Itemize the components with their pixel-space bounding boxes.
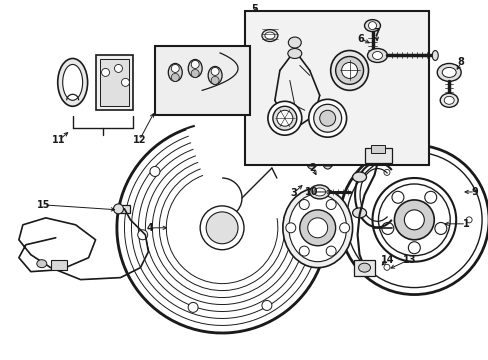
Text: 5: 5: [251, 4, 258, 14]
Bar: [51, 260, 66, 270]
Circle shape: [191, 69, 199, 77]
Bar: [353, 260, 375, 276]
Ellipse shape: [352, 208, 366, 218]
Circle shape: [465, 217, 471, 223]
Circle shape: [171, 73, 179, 81]
Ellipse shape: [443, 96, 453, 104]
Text: 14: 14: [380, 255, 393, 265]
Circle shape: [407, 242, 420, 254]
Ellipse shape: [364, 20, 380, 32]
Text: 7: 7: [372, 28, 379, 37]
Text: 10: 10: [305, 187, 318, 197]
Circle shape: [394, 200, 433, 240]
Bar: [95, 55, 133, 110]
Circle shape: [299, 199, 308, 210]
Circle shape: [276, 110, 292, 126]
Ellipse shape: [168, 63, 182, 81]
Text: 2: 2: [309, 163, 315, 173]
Text: 6: 6: [356, 33, 363, 44]
Text: 1: 1: [462, 219, 468, 229]
Ellipse shape: [306, 155, 316, 169]
Circle shape: [285, 223, 295, 233]
Text: 3: 3: [290, 188, 297, 198]
Circle shape: [102, 68, 109, 76]
Circle shape: [325, 246, 335, 256]
Text: 8: 8: [457, 58, 464, 67]
Ellipse shape: [368, 22, 376, 30]
Circle shape: [341, 62, 357, 78]
Ellipse shape: [282, 188, 352, 268]
Ellipse shape: [358, 263, 370, 272]
Circle shape: [381, 222, 393, 234]
Ellipse shape: [58, 58, 87, 106]
Ellipse shape: [211, 67, 219, 75]
Bar: [244, 11, 428, 165]
Bar: [100, 59, 129, 106]
Ellipse shape: [62, 64, 82, 100]
Circle shape: [138, 230, 147, 240]
Ellipse shape: [431, 50, 437, 60]
Text: 11: 11: [52, 135, 65, 145]
Circle shape: [299, 210, 335, 246]
Circle shape: [211, 76, 219, 84]
Ellipse shape: [288, 37, 301, 48]
Circle shape: [383, 264, 389, 270]
Ellipse shape: [439, 93, 457, 107]
Ellipse shape: [367, 49, 386, 62]
Ellipse shape: [309, 185, 329, 199]
Circle shape: [335, 57, 363, 84]
Ellipse shape: [441, 67, 455, 77]
Text: 12: 12: [132, 135, 146, 145]
Circle shape: [307, 218, 327, 238]
Ellipse shape: [436, 63, 460, 81]
Circle shape: [404, 210, 424, 230]
Circle shape: [150, 166, 160, 176]
Ellipse shape: [372, 51, 382, 59]
Bar: [155, 45, 249, 115]
Circle shape: [262, 301, 271, 310]
Ellipse shape: [287, 49, 301, 58]
Ellipse shape: [322, 155, 332, 169]
Text: 13: 13: [402, 255, 415, 265]
Text: 4: 4: [147, 223, 153, 233]
Circle shape: [391, 191, 403, 203]
Circle shape: [121, 78, 129, 86]
Ellipse shape: [313, 188, 325, 196]
Bar: [364, 148, 392, 163]
Ellipse shape: [352, 172, 366, 182]
Circle shape: [325, 199, 335, 210]
Ellipse shape: [171, 64, 179, 72]
Ellipse shape: [188, 59, 202, 77]
Ellipse shape: [37, 260, 47, 268]
Ellipse shape: [272, 106, 296, 130]
Text: 9: 9: [471, 187, 477, 197]
Circle shape: [299, 246, 308, 256]
Ellipse shape: [313, 104, 341, 132]
Circle shape: [319, 110, 335, 126]
Ellipse shape: [262, 30, 277, 41]
Ellipse shape: [191, 60, 199, 68]
Circle shape: [434, 222, 446, 234]
Circle shape: [206, 212, 238, 244]
Circle shape: [424, 191, 436, 203]
Circle shape: [383, 170, 389, 175]
Ellipse shape: [264, 32, 274, 39]
Ellipse shape: [330, 50, 368, 90]
Circle shape: [188, 302, 198, 312]
Ellipse shape: [288, 194, 346, 262]
Bar: [370, 145, 385, 153]
Circle shape: [200, 206, 244, 250]
Ellipse shape: [308, 99, 346, 137]
Ellipse shape: [267, 101, 301, 135]
Ellipse shape: [208, 67, 222, 84]
Circle shape: [339, 223, 349, 233]
Text: 15: 15: [37, 200, 50, 210]
Circle shape: [113, 204, 123, 214]
Circle shape: [114, 64, 122, 72]
Bar: [118, 205, 130, 213]
